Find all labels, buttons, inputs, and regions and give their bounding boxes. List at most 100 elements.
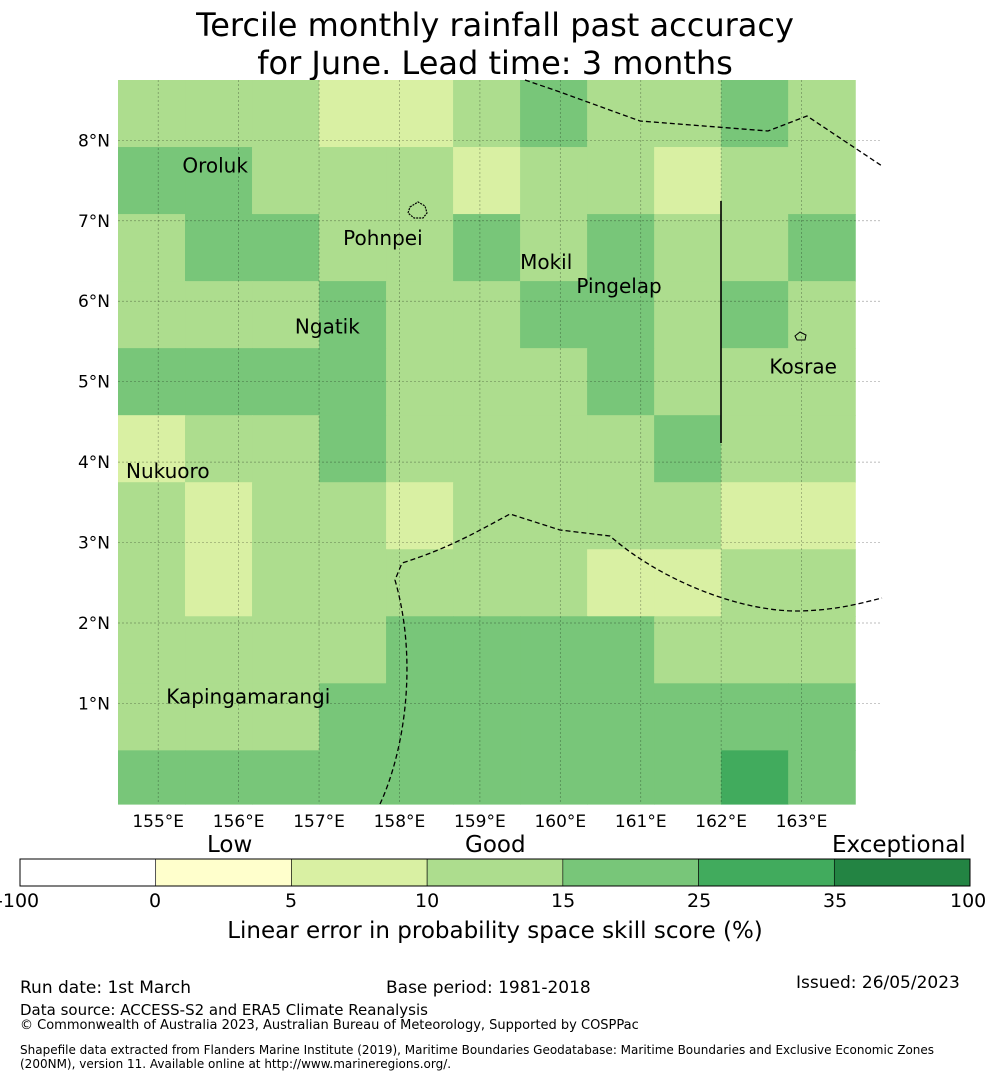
grid-cell [654, 348, 722, 416]
grid-cell [453, 750, 521, 805]
grid-cell [252, 683, 320, 751]
place-label: Kapingamarangi [166, 684, 330, 708]
grid-cell [520, 482, 588, 550]
grid-cell [185, 348, 253, 416]
grid-cell [721, 482, 789, 550]
grid-cell [587, 750, 655, 805]
longitude-label: 159°E [454, 812, 506, 830]
grid-cell [788, 482, 856, 550]
colorbar-label: Linear error in probability space skill … [227, 918, 763, 944]
grid-cell [654, 281, 722, 349]
grid-cell [386, 616, 454, 684]
colorbar-tick: 35 [823, 890, 848, 912]
colorbar-segment [291, 858, 428, 887]
grid-cell [319, 415, 387, 483]
colorbar-tick: 0 [149, 890, 162, 912]
colorbar-frame [19, 858, 971, 887]
grid-cell [319, 549, 387, 617]
grid-cell [453, 281, 521, 349]
place-label: Kosrae [769, 355, 837, 379]
grid-cell [252, 549, 320, 617]
grid-cell [587, 281, 655, 349]
grid-cell [587, 683, 655, 751]
axis-labels: 155°E 156°E 157°E 158°E 159°E 160°E 161°E 162°E… [78, 131, 827, 830]
shapefile-credit-line-2: (200NM), version 11. Available online at… [20, 1057, 452, 1071]
grid-cell [118, 415, 186, 483]
latitude-label: 4°N [78, 453, 110, 473]
grid-cell [319, 482, 387, 550]
grid-cell [319, 616, 387, 684]
longitude-label: 156°E [213, 812, 265, 830]
grid-cell [520, 750, 588, 805]
grid-cell [118, 348, 186, 416]
grid-cell [252, 616, 320, 684]
grid-cell [386, 281, 454, 349]
latitude-label: 3°N [78, 534, 110, 554]
issued-date: Issued: 26/05/2023 [796, 973, 960, 993]
colorbar [19, 858, 971, 887]
grid-cell [587, 147, 655, 215]
grid-cell [587, 549, 655, 617]
copyright: © Commonwealth of Australia 2023, Austra… [20, 1018, 639, 1033]
grid-cell [453, 616, 521, 684]
grid-cell [185, 281, 253, 349]
grid-cell [654, 549, 722, 617]
place-label: Pingelap [576, 274, 661, 298]
grid-cell [654, 683, 722, 751]
grid-cell [520, 281, 588, 349]
grid-cell [788, 147, 856, 215]
grid-cell [185, 415, 253, 483]
data-source: Data source: ACCESS-S2 and ERA5 Climate … [20, 1001, 428, 1019]
grid-cell [319, 348, 387, 416]
grid-cell [252, 482, 320, 550]
island-outlines [407, 201, 807, 341]
grid-cell [453, 415, 521, 483]
latitude-label: 1°N [78, 694, 110, 714]
grid-cell [252, 80, 320, 148]
grid-cell [386, 80, 454, 148]
grid-cell [319, 214, 387, 282]
grid-cell [721, 616, 789, 684]
grid-cell [587, 482, 655, 550]
grid-cell [654, 147, 722, 215]
place-label: Oroluk [182, 154, 248, 178]
place-label: Mokil [520, 250, 572, 274]
grid-cell [788, 214, 856, 282]
grid-cell [252, 214, 320, 282]
grid-cell [118, 683, 186, 751]
grid-cell [386, 415, 454, 483]
grid-cell [788, 549, 856, 617]
grid-cell [118, 281, 186, 349]
grid-cell [788, 415, 856, 483]
latitude-label: 7°N [78, 212, 110, 232]
colorbar-tick: 100 [950, 890, 987, 912]
grid-cell [185, 214, 253, 282]
colorbar-segment [155, 858, 292, 887]
grid-cell [319, 281, 387, 349]
base-period: Base period: 1981-2018 [386, 978, 591, 998]
longitude-label: 155°E [132, 812, 184, 830]
grid-cell [520, 415, 588, 483]
grid-cell [185, 616, 253, 684]
grid-cell [721, 549, 789, 617]
latitude-label: 5°N [78, 373, 110, 393]
grid-cell [185, 147, 253, 215]
latitude-label: 2°N [78, 614, 110, 634]
longitude-label: 157°E [293, 812, 345, 830]
grid-cell [587, 80, 655, 148]
grid-cell [453, 549, 521, 617]
grid-cell [185, 482, 253, 550]
grid-cell [185, 683, 253, 751]
grid-cell [386, 549, 454, 617]
grid-cell [185, 80, 253, 148]
grid-cell [319, 750, 387, 805]
shapefile-credit-line-1: Shapefile data extracted from Flanders M… [20, 1043, 935, 1057]
skill-grid [118, 80, 856, 805]
grid-cell [520, 549, 588, 617]
title-line-1: Tercile monthly rainfall past accuracy [196, 6, 794, 44]
eez-boundaries [379, 79, 883, 805]
colorbar-segment [19, 858, 157, 887]
run-date: Run date: 1st March [20, 978, 192, 998]
grid-cell [118, 214, 186, 282]
